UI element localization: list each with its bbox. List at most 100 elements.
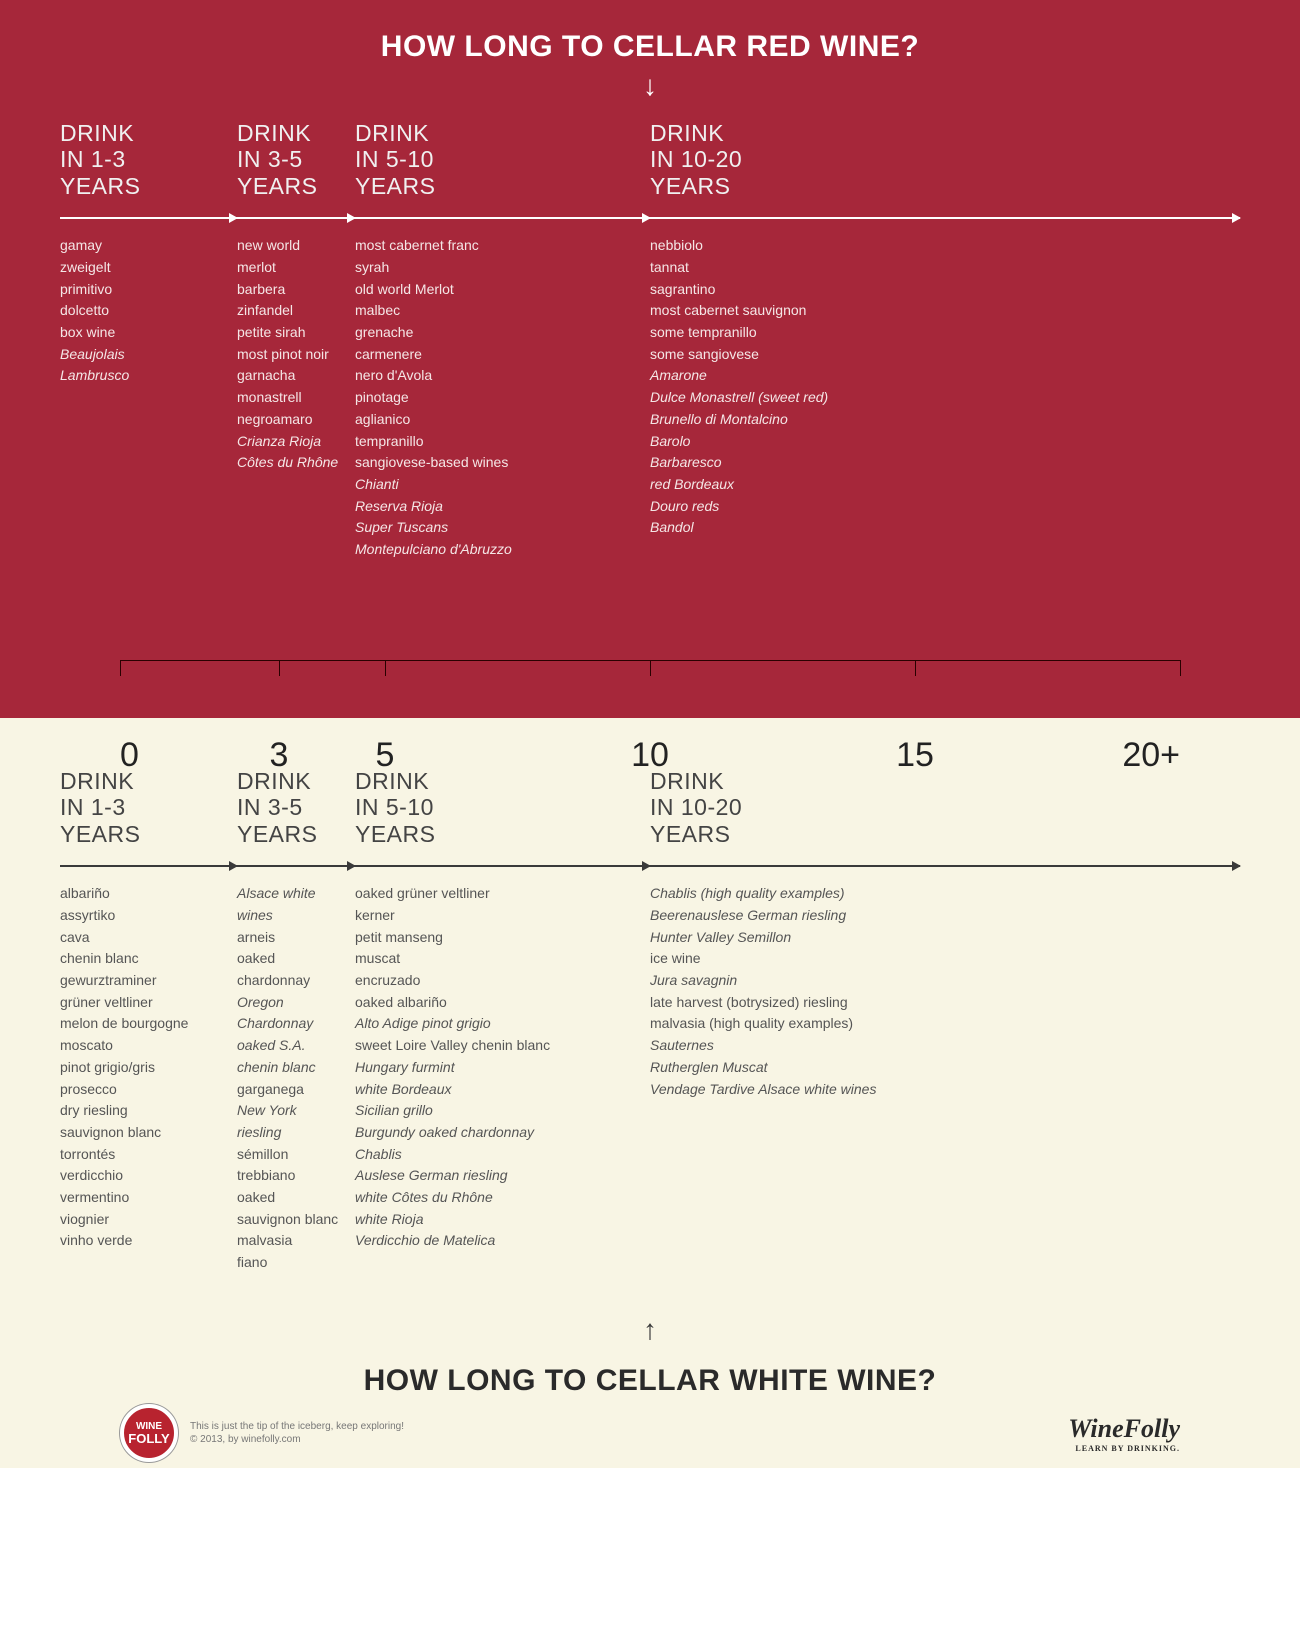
logo-subtitle: LEARN BY DRINKING. bbox=[1068, 1444, 1180, 1453]
timeline-arrow-segment bbox=[60, 217, 237, 219]
wine-item: Auslese German riesling bbox=[355, 1165, 634, 1187]
wine-item: malbec bbox=[355, 300, 634, 322]
footer-tagline: This is just the tip of the iceberg, kee… bbox=[190, 1420, 404, 1446]
wine-item: Burgundy oaked chardonnay bbox=[355, 1122, 634, 1144]
wine-item: Barbaresco bbox=[650, 452, 1224, 474]
wine-item: old world Merlot bbox=[355, 279, 634, 301]
wine-item: new world merlot bbox=[237, 235, 339, 278]
wine-list: gamayzweigeltprimitivodolcettobox wineBe… bbox=[60, 235, 237, 387]
wine-item: oaked grüner veltliner bbox=[355, 883, 634, 905]
wine-item: white Côtes du Rhône bbox=[355, 1187, 634, 1209]
badge-text-bottom: FOLLY bbox=[128, 1432, 169, 1445]
wine-item: zweigelt bbox=[60, 257, 221, 279]
red-title: HOW LONG TO CELLAR RED WINE? bbox=[60, 30, 1240, 64]
column-heading: DRINK IN 10-20 YEARS bbox=[650, 120, 1240, 199]
wine-item: Crianza Rioja bbox=[237, 431, 339, 453]
wine-list: Chablis (high quality examples)Beerenaus… bbox=[650, 883, 1240, 1100]
wine-item: Reserva Rioja bbox=[355, 496, 634, 518]
timeline-arrow-segment bbox=[237, 217, 355, 219]
infographic-root: HOW LONG TO CELLAR RED WINE? ↓ DRINK IN … bbox=[0, 0, 1300, 1468]
white-wine-section: 035101520+ DRINK IN 1-3 YEARSalbariñoass… bbox=[0, 718, 1300, 1468]
wine-item: vermentino bbox=[60, 1187, 221, 1209]
wine-item: Montepulciano d'Abruzzo bbox=[355, 539, 634, 561]
wine-item: most pinot noir bbox=[237, 344, 339, 366]
footer: WINE FOLLY This is just the tip of the i… bbox=[60, 1398, 1240, 1468]
wine-item: syrah bbox=[355, 257, 634, 279]
wine-item: grenache bbox=[355, 322, 634, 344]
wine-item: Lambrusco bbox=[60, 365, 221, 387]
wine-item: arneis bbox=[237, 927, 339, 949]
wine-item: trebbiano bbox=[237, 1165, 339, 1187]
timeline-column: DRINK IN 10-20 YEARSChablis (high qualit… bbox=[650, 768, 1240, 1100]
wine-item: moscato bbox=[60, 1035, 221, 1057]
wine-item: melon de bourgogne bbox=[60, 1013, 221, 1035]
wine-item: sweet Loire Valley chenin blanc bbox=[355, 1035, 634, 1057]
wine-item: Beaujolais bbox=[60, 344, 221, 366]
wine-item: red Bordeaux bbox=[650, 474, 1224, 496]
wine-item: petit manseng bbox=[355, 927, 634, 949]
wine-item: barbera bbox=[237, 279, 339, 301]
wine-item: sémillon bbox=[237, 1144, 339, 1166]
wine-item: malvasia (high quality examples) bbox=[650, 1013, 1224, 1035]
wine-item: sagrantino bbox=[650, 279, 1224, 301]
wine-item: sangiovese-based wines bbox=[355, 452, 634, 474]
wine-item: kerner bbox=[355, 905, 634, 927]
wine-item: oaked chardonnay bbox=[237, 948, 339, 991]
wine-item: verdicchio bbox=[60, 1165, 221, 1187]
wine-item: cava bbox=[60, 927, 221, 949]
column-heading: DRINK IN 5-10 YEARS bbox=[355, 120, 650, 199]
column-heading: DRINK IN 1-3 YEARS bbox=[60, 768, 237, 847]
wine-item: Super Tuscans bbox=[355, 517, 634, 539]
column-heading: DRINK IN 3-5 YEARS bbox=[237, 120, 355, 199]
tagline-text: This is just the tip of the iceberg, kee… bbox=[190, 1420, 404, 1433]
wine-item: pinot grigio/gris bbox=[60, 1057, 221, 1079]
wine-item: Sicilian grillo bbox=[355, 1100, 634, 1122]
wine-item: garganega bbox=[237, 1079, 339, 1101]
wine-item: Hungary furmint bbox=[355, 1057, 634, 1079]
wine-folly-logo: WineFolly LEARN BY DRINKING. bbox=[1068, 1414, 1180, 1453]
wine-item: fiano bbox=[237, 1252, 339, 1274]
wine-item: Alsace white wines bbox=[237, 883, 339, 926]
wine-item: pinotage bbox=[355, 387, 634, 409]
wine-item: box wine bbox=[60, 322, 221, 344]
wine-list: nebbiolotannatsagrantinomost cabernet sa… bbox=[650, 235, 1240, 539]
wine-item: petite sirah bbox=[237, 322, 339, 344]
timeline-column: DRINK IN 3-5 YEARSAlsace white winesarne… bbox=[237, 768, 355, 1274]
wine-item: encruzado bbox=[355, 970, 634, 992]
wine-item: Oregon Chardonnay bbox=[237, 992, 339, 1035]
axis-tick bbox=[1180, 660, 1181, 676]
wine-item: white Rioja bbox=[355, 1209, 634, 1231]
axis-tick bbox=[915, 660, 916, 676]
timeline-axis-red bbox=[120, 660, 1180, 718]
timeline-arrow-segment bbox=[237, 865, 355, 867]
wine-item: Côtes du Rhône bbox=[237, 452, 339, 474]
wine-item: muscat bbox=[355, 948, 634, 970]
wine-list: new world merlotbarberazinfandelpetite s… bbox=[237, 235, 355, 474]
wine-item: grüner veltliner bbox=[60, 992, 221, 1014]
wine-item: Rutherglen Muscat bbox=[650, 1057, 1224, 1079]
wine-item: primitivo bbox=[60, 279, 221, 301]
wine-item: most cabernet sauvignon bbox=[650, 300, 1224, 322]
wine-item: Dulce Monastrell (sweet red) bbox=[650, 387, 1224, 409]
wine-item: nebbiolo bbox=[650, 235, 1224, 257]
timeline-arrow-segment bbox=[60, 865, 237, 867]
wine-list: albariñoassyrtikocavachenin blancgewurzt… bbox=[60, 883, 237, 1252]
wine-item: Chablis bbox=[355, 1144, 634, 1166]
wine-item: prosecco bbox=[60, 1079, 221, 1101]
wine-item: Amarone bbox=[650, 365, 1224, 387]
wine-item: Bandol bbox=[650, 517, 1224, 539]
wine-item: some sangiovese bbox=[650, 344, 1224, 366]
wine-item: carmenere bbox=[355, 344, 634, 366]
timeline-column: DRINK IN 1-3 YEARS gamayzweigeltprimitivo… bbox=[60, 120, 237, 387]
column-heading: DRINK IN 1-3 YEARS bbox=[60, 120, 237, 199]
timeline-arrow-segment bbox=[355, 865, 650, 867]
logo-text: WineFolly bbox=[1068, 1414, 1180, 1443]
badge-text-top: WINE bbox=[136, 1422, 162, 1432]
wine-item: gamay bbox=[60, 235, 221, 257]
wine-item: Douro reds bbox=[650, 496, 1224, 518]
wine-item: zinfandel bbox=[237, 300, 339, 322]
wine-item: New York riesling bbox=[237, 1100, 339, 1143]
red-wine-section: HOW LONG TO CELLAR RED WINE? ↓ DRINK IN … bbox=[0, 0, 1300, 718]
timeline-arrow-segment bbox=[650, 865, 1240, 867]
wine-item: Alto Adige pinot grigio bbox=[355, 1013, 634, 1035]
